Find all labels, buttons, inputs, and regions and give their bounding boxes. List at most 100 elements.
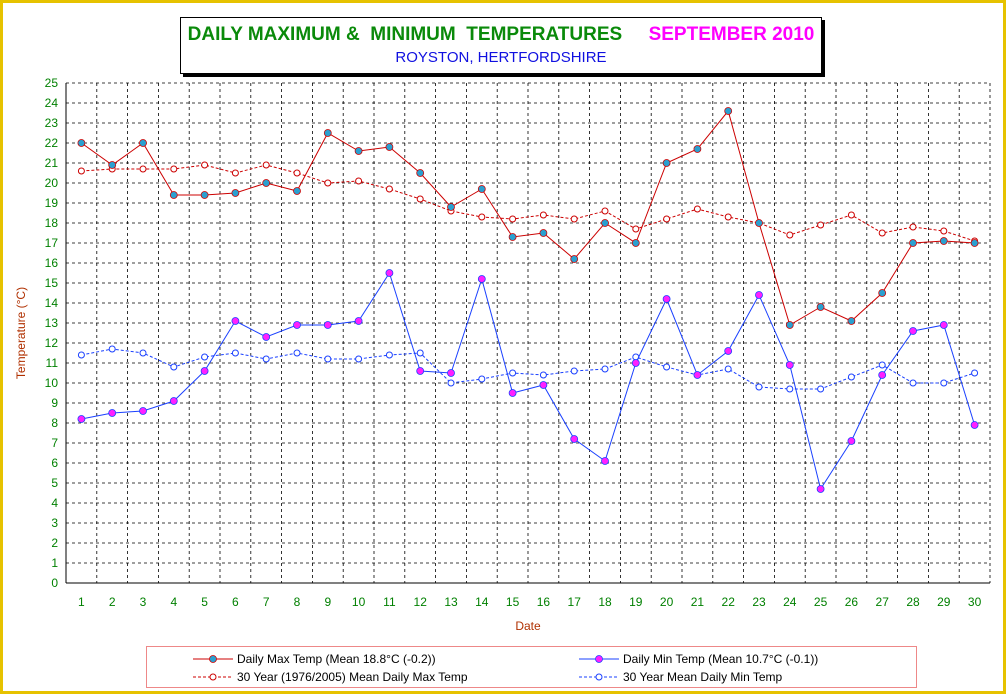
y-tick-label: 17 xyxy=(45,236,59,250)
point-min xyxy=(847,437,856,445)
point-max xyxy=(200,191,209,199)
y-tick-label: 1 xyxy=(51,556,58,570)
point-max xyxy=(785,321,794,329)
y-tick-label: 7 xyxy=(51,436,58,450)
point-min-mean xyxy=(570,367,578,375)
point-max xyxy=(293,187,301,195)
point-min xyxy=(323,321,332,329)
x-tick-label: 18 xyxy=(598,595,612,609)
point-max xyxy=(755,219,763,227)
x-tick-label: 30 xyxy=(968,595,982,609)
y-tick-label: 22 xyxy=(45,136,59,150)
point-max-mean xyxy=(231,169,239,177)
point-max xyxy=(323,129,332,137)
point-min xyxy=(909,327,917,335)
y-tick-label: 4 xyxy=(51,496,58,510)
x-tick-label: 26 xyxy=(845,595,859,609)
point-max-mean xyxy=(385,185,393,193)
point-min-mean xyxy=(786,385,794,393)
point-max xyxy=(816,303,825,311)
series-line-min xyxy=(81,271,976,491)
point-min-mean xyxy=(231,349,239,357)
y-tick-label: 16 xyxy=(45,256,59,270)
point-min-mean xyxy=(878,361,886,369)
point-min-mean xyxy=(940,379,948,387)
y-tick-label: 9 xyxy=(51,396,58,410)
point-max-mean xyxy=(909,223,917,231)
x-tick-label: 27 xyxy=(876,595,890,609)
point-max xyxy=(508,233,517,241)
y-tick-label: 14 xyxy=(45,296,59,310)
point-max-mean xyxy=(262,161,270,169)
point-min xyxy=(477,275,486,283)
x-tick-label: 1 xyxy=(78,595,85,609)
tick-labels: 0123456789101112131415161718192021222324… xyxy=(45,76,982,609)
x-tick-label: 11 xyxy=(383,595,396,609)
point-max-mean xyxy=(601,207,609,215)
y-tick-label: 18 xyxy=(45,216,59,230)
point-max-mean xyxy=(940,227,948,235)
x-tick-label: 14 xyxy=(475,595,489,609)
point-max xyxy=(601,219,609,227)
point-max-mean xyxy=(878,229,886,237)
point-max-mean xyxy=(724,213,732,221)
y-axis-label: Temperature (°C) xyxy=(14,287,28,379)
series-line-min-mean xyxy=(81,348,975,390)
point-min xyxy=(662,295,671,303)
x-tick-label: 24 xyxy=(783,595,797,609)
y-tick-label: 13 xyxy=(45,316,59,330)
x-tick-label: 8 xyxy=(294,595,301,609)
point-min-mean xyxy=(355,355,363,363)
x-tick-label: 19 xyxy=(629,595,643,609)
point-min xyxy=(724,347,733,355)
point-min xyxy=(601,457,609,465)
point-max-mean xyxy=(693,205,701,213)
y-tick-label: 8 xyxy=(51,416,58,430)
y-tick-label: 25 xyxy=(45,76,59,90)
point-min-mean xyxy=(817,385,825,393)
point-min-mean xyxy=(262,355,270,363)
point-max-mean xyxy=(632,225,640,233)
x-tick-label: 25 xyxy=(814,595,828,609)
point-max-mean xyxy=(817,221,825,229)
point-max-mean xyxy=(570,215,578,223)
point-min xyxy=(200,367,209,375)
point-max-mean xyxy=(324,179,332,187)
point-min-mean xyxy=(478,375,486,383)
point-max-mean xyxy=(663,215,671,223)
point-min-mean xyxy=(509,369,517,377)
point-min-mean xyxy=(847,373,855,381)
chart-subtitle: ROYSTON, HERTFORDSHIRE xyxy=(395,49,607,66)
x-tick-label: 20 xyxy=(660,595,674,609)
x-axis-label: Date xyxy=(515,619,541,633)
y-tick-label: 2 xyxy=(51,536,58,550)
legend-label-min-mean: 30 Year Mean Daily Min Temp xyxy=(623,670,783,684)
point-max xyxy=(77,139,86,147)
x-tick-label: 6 xyxy=(232,595,239,609)
y-tick-label: 11 xyxy=(46,356,59,370)
point-min-mean xyxy=(416,349,424,357)
point-min-mean xyxy=(663,363,671,371)
point-min-mean xyxy=(108,345,116,353)
y-tick-label: 15 xyxy=(45,276,59,290)
point-min xyxy=(108,409,117,417)
y-tick-label: 10 xyxy=(45,376,59,390)
point-min-mean xyxy=(971,369,979,377)
y-tick-label: 0 xyxy=(51,576,58,590)
point-max xyxy=(909,239,917,247)
point-min xyxy=(262,333,271,341)
point-min xyxy=(354,317,363,325)
point-min-mean xyxy=(724,365,732,373)
point-min xyxy=(878,371,887,379)
point-min-mean xyxy=(539,371,547,379)
point-min-mean xyxy=(77,351,85,359)
point-max xyxy=(847,317,856,325)
y-tick-label: 23 xyxy=(45,116,59,130)
point-min xyxy=(755,291,763,299)
title-month: SEPTEMBER 2010 xyxy=(648,24,815,45)
x-tick-label: 28 xyxy=(906,595,920,609)
point-max xyxy=(539,229,548,237)
point-max xyxy=(477,185,486,193)
point-min-mean xyxy=(293,349,301,357)
